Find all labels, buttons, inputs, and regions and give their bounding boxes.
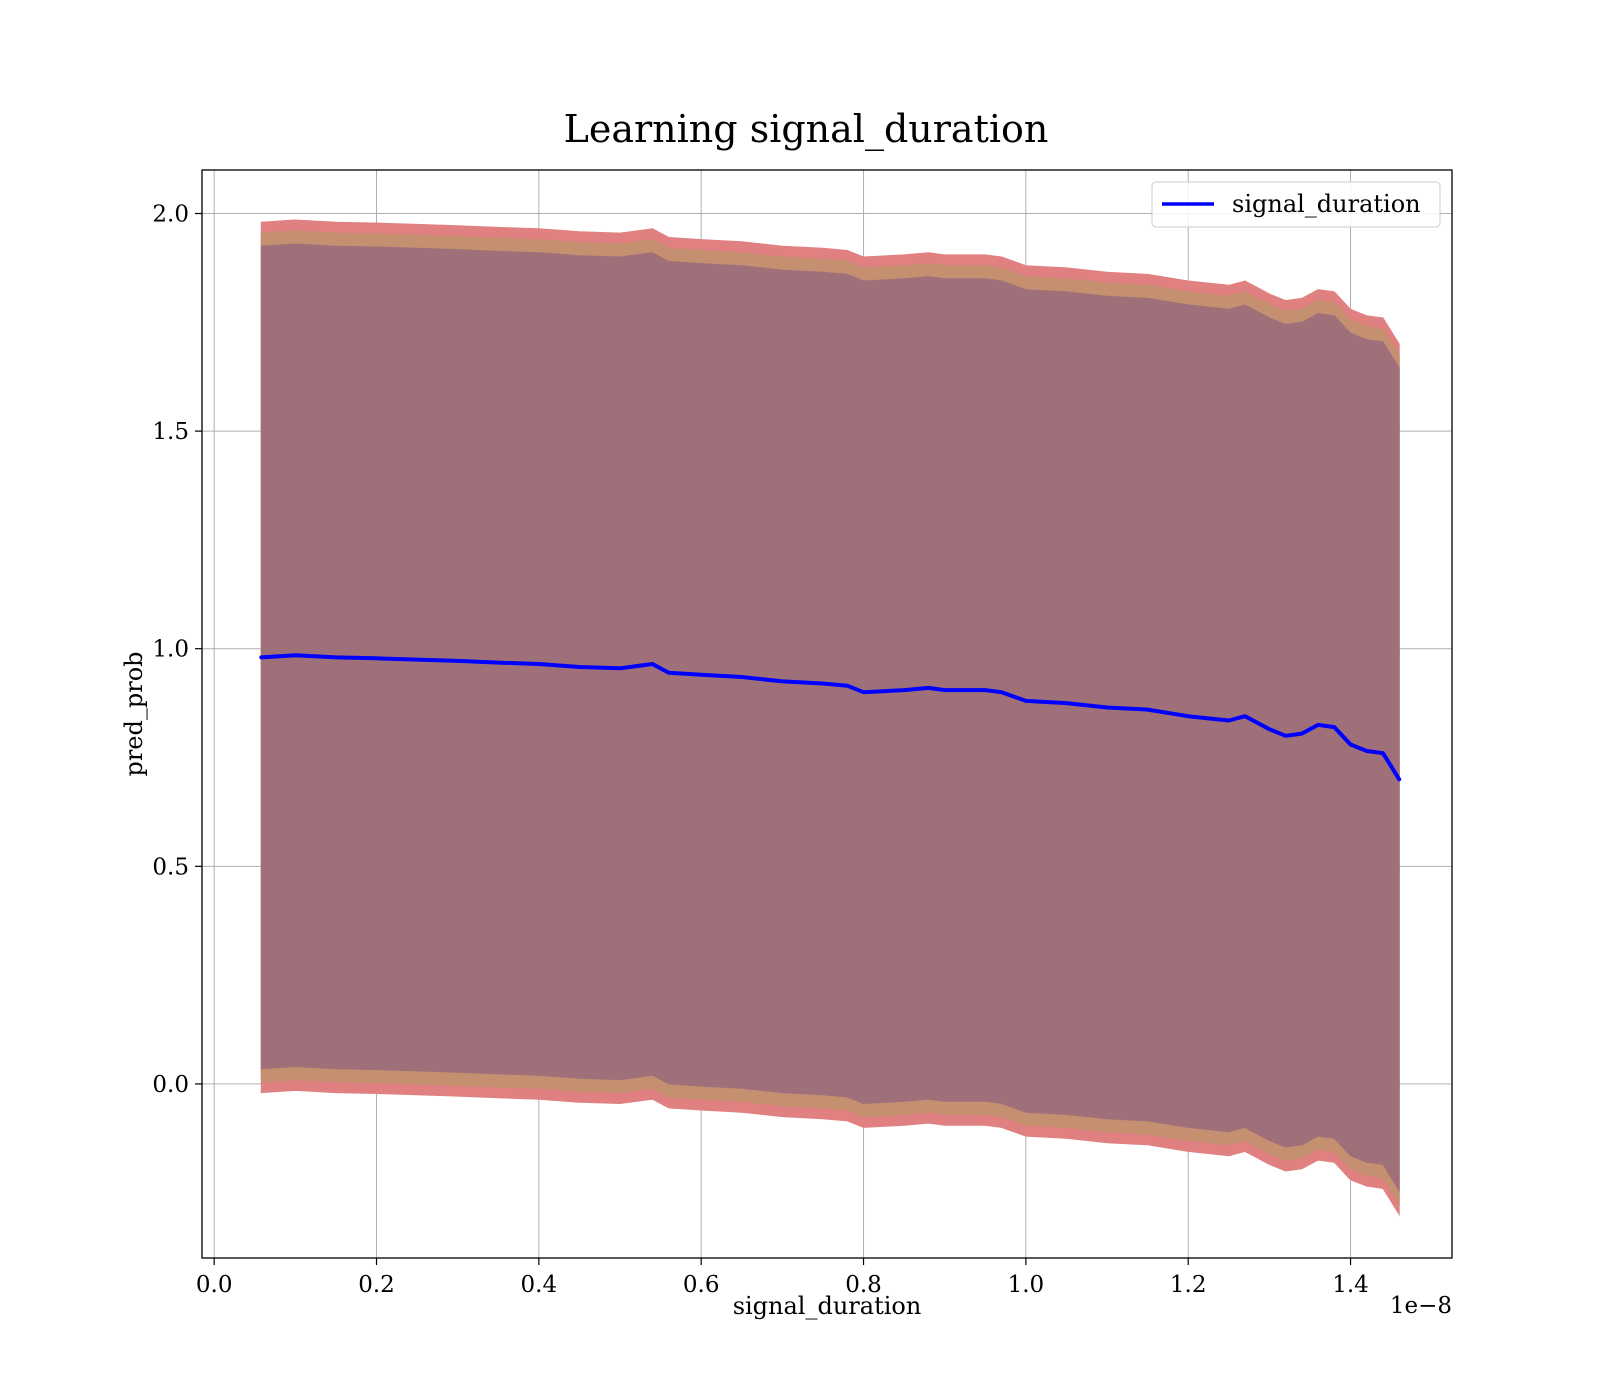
band-inner (260, 243, 1400, 1193)
plot-frame (201, 169, 1453, 1259)
series-line-signal_duration (259, 653, 1402, 782)
chart-title: Learning signal_duration (564, 107, 1049, 152)
x-tick-label-2: 0.4 (521, 1272, 558, 1298)
x-axis-offset-label: 1e−8 (1390, 1293, 1452, 1319)
x-axis-ticks: 0.0 0.2 0.4 0.6 0.8 1.0 1.2 1.4 (196, 1258, 1369, 1298)
series-lines (259, 653, 1402, 782)
x-tick-label-4: 0.8 (845, 1272, 882, 1298)
x-tick-label-0: 0.0 (196, 1272, 233, 1298)
x-tick-label-1: 0.2 (358, 1272, 395, 1298)
legend-label-signal_duration: signal_duration (1232, 190, 1421, 218)
legend: signal_duration (1151, 181, 1441, 228)
y-tick-label-0: 0.0 (152, 1072, 189, 1098)
x-axis-label: signal_duration (733, 1292, 922, 1320)
y-tick-label-3: 1.5 (152, 419, 189, 445)
y-axis-label: pred_prob (120, 651, 148, 776)
x-tick-label-7: 1.4 (1332, 1272, 1369, 1298)
y-axis-ticks: 0.0 0.5 1.0 1.5 2.0 (152, 202, 202, 1098)
x-tick-label-5: 1.0 (1008, 1272, 1045, 1298)
y-tick-label-4: 2.0 (152, 202, 189, 228)
x-tick-label-3: 0.6 (683, 1272, 720, 1298)
x-tick-label-6: 1.2 (1170, 1272, 1207, 1298)
confidence-bands (260, 219, 1400, 1217)
y-tick-label-2: 1.0 (152, 637, 189, 663)
y-tick-label-1: 0.5 (152, 854, 189, 880)
legend-box (1151, 181, 1441, 228)
